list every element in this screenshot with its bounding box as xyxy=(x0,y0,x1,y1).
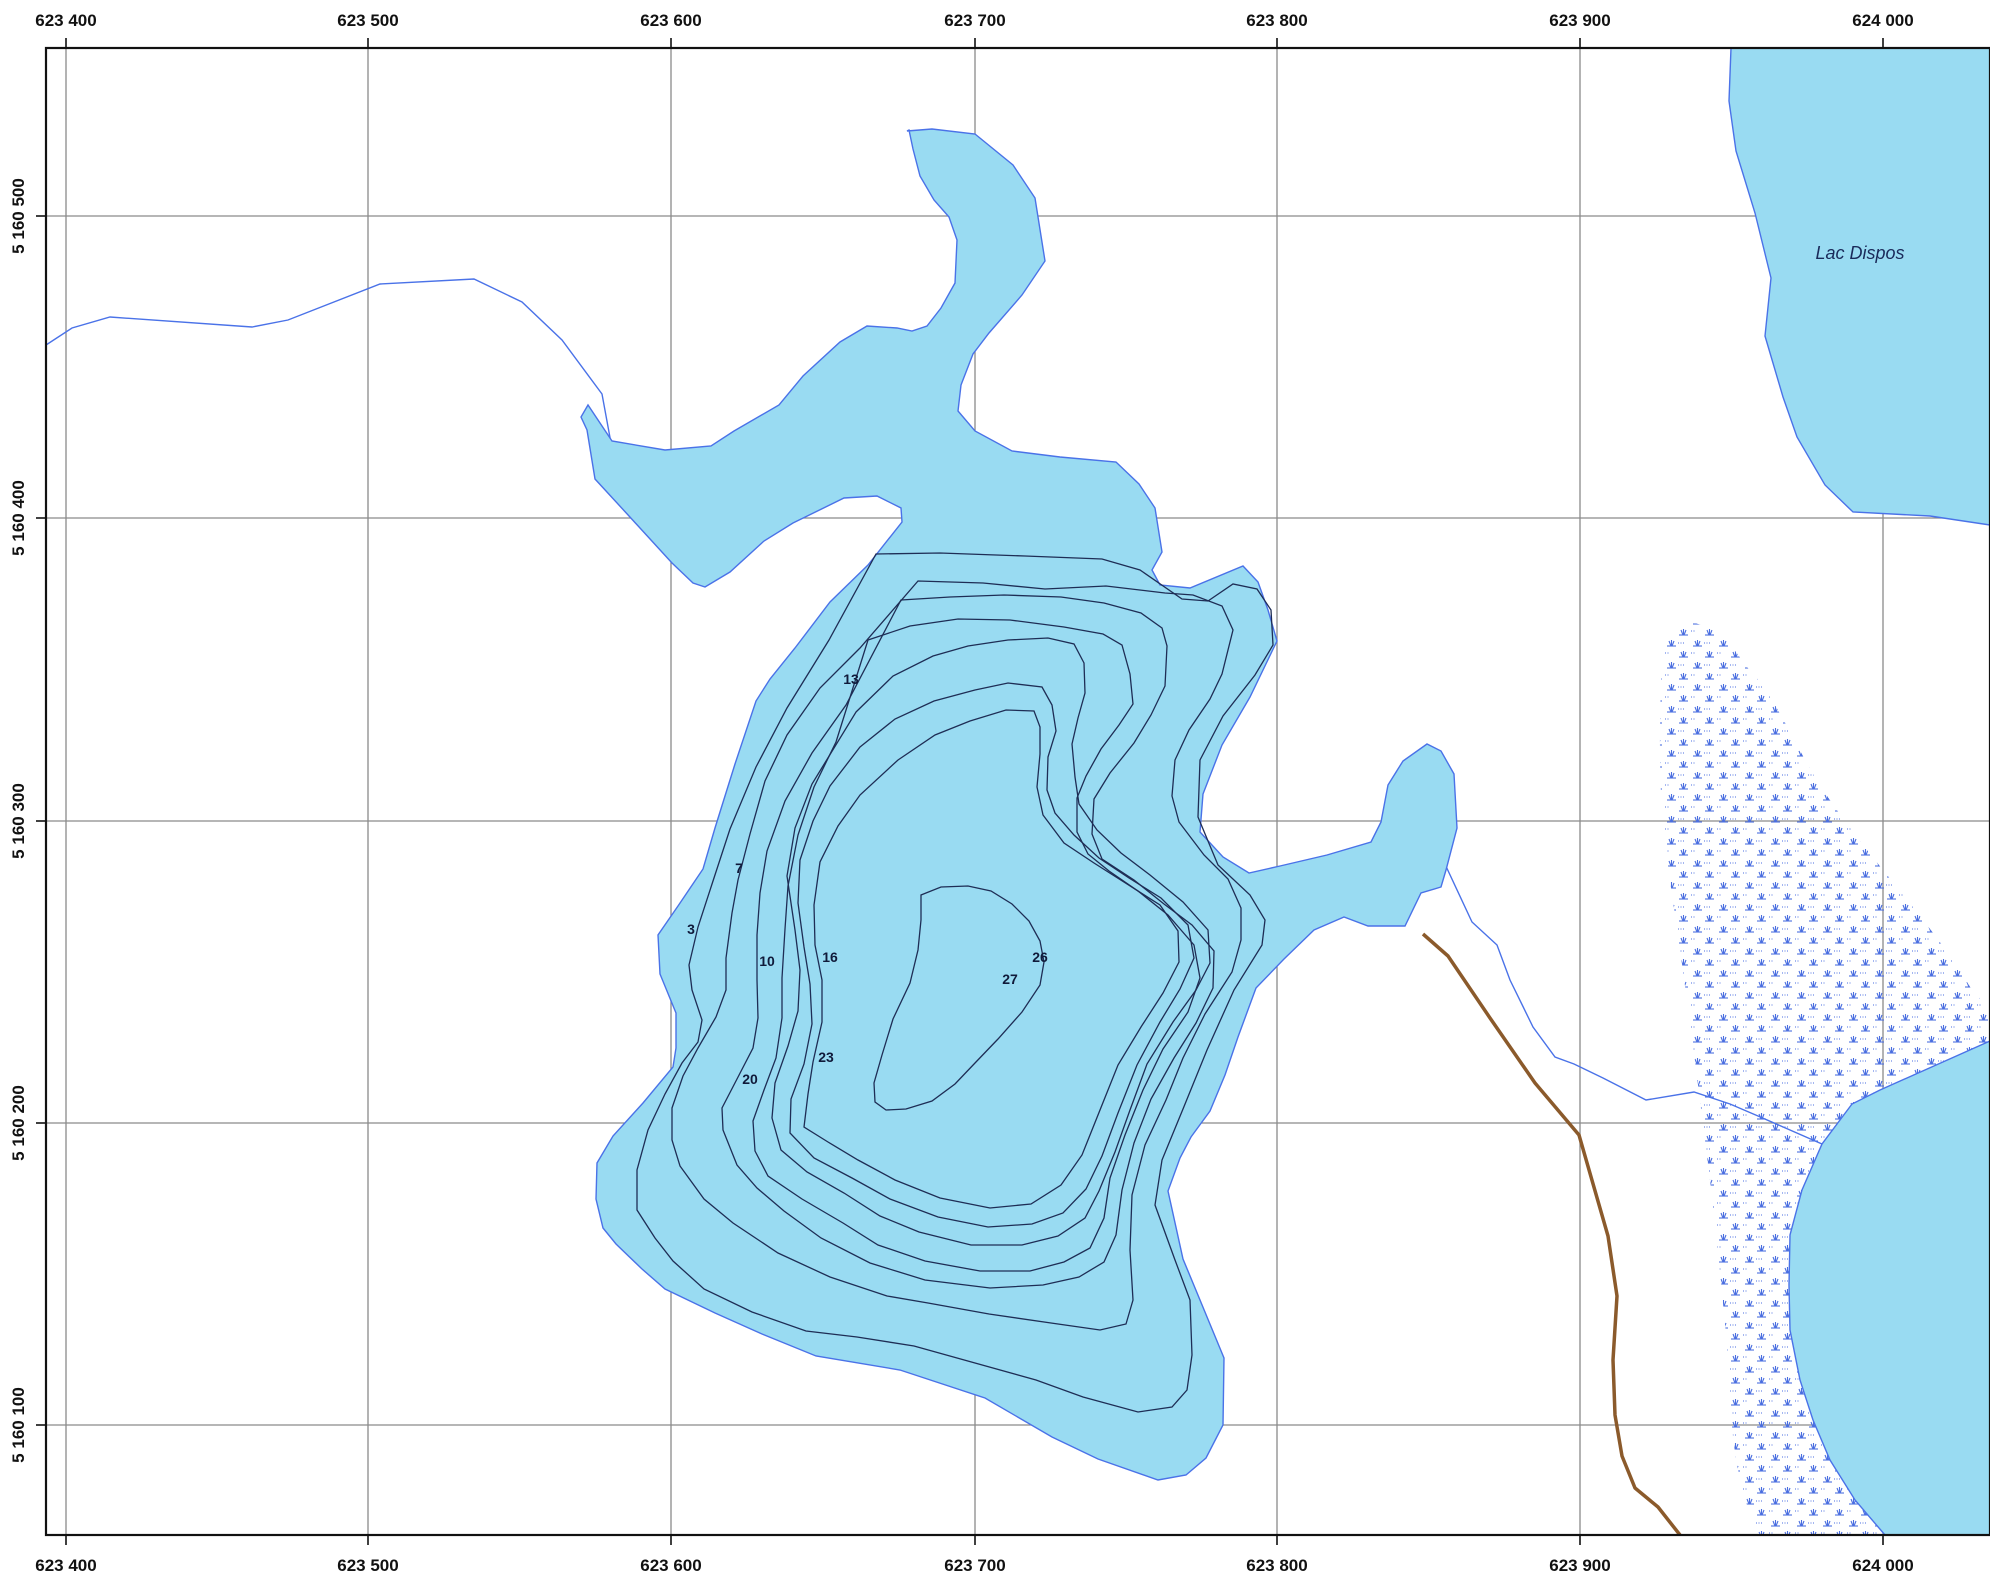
x-tick-label: 623 400 xyxy=(35,1556,96,1575)
trail xyxy=(1421,932,1682,1535)
lake-dispos xyxy=(1728,48,1990,526)
contour-line-3 xyxy=(636,552,1274,1413)
depth-contours xyxy=(636,552,1274,1413)
x-tick-label: 623 700 xyxy=(944,11,1005,30)
y-tick-label: 5 160 500 xyxy=(9,178,28,254)
x-tick-label: 623 800 xyxy=(1246,1556,1307,1575)
contour-line-23 xyxy=(803,709,1180,1209)
x-tick-label: 623 900 xyxy=(1549,1556,1610,1575)
depth-label: 16 xyxy=(822,949,838,965)
x-tick-label: 623 400 xyxy=(35,11,96,30)
y-axis-labels: 5 160 500 5 160 400 5 160 300 5 160 200 … xyxy=(9,178,28,1463)
stream xyxy=(1443,861,1823,1145)
contour-line-26 xyxy=(873,885,1045,1111)
x-tick-label: 623 600 xyxy=(640,1556,701,1575)
x-tick-label: 623 600 xyxy=(640,11,701,30)
depth-label: 23 xyxy=(818,1049,834,1065)
depth-label: 7 xyxy=(735,860,743,876)
y-tick-label: 5 160 400 xyxy=(9,480,28,556)
x-tick-label: 624 000 xyxy=(1852,1556,1913,1575)
y-tick-label: 5 160 300 xyxy=(9,783,28,859)
depth-label: 27 xyxy=(1002,971,1018,987)
lake-name-label: Lac Dispos xyxy=(1815,243,1904,263)
x-tick-label: 623 700 xyxy=(944,1556,1005,1575)
x-axis-labels-bottom: 623 400 623 500 623 600 623 700 623 800 … xyxy=(35,1556,1913,1575)
map-frame xyxy=(44,46,1990,1537)
depth-label: 26 xyxy=(1032,949,1048,965)
depth-label: 13 xyxy=(843,671,859,687)
depth-label: 10 xyxy=(759,953,775,969)
stream xyxy=(46,278,612,444)
lake-main xyxy=(580,128,1458,1481)
contour-line-7 xyxy=(671,580,1242,1331)
depth-labels: 3 7 10 13 16 20 23 26 27 xyxy=(687,671,1048,1087)
y-tick-label: 5 160 100 xyxy=(9,1387,28,1463)
x-axis-labels-top: 623 400 623 500 623 600 623 700 623 800 … xyxy=(35,11,1913,30)
y-tick-label: 5 160 200 xyxy=(9,1085,28,1161)
x-tick-label: 623 500 xyxy=(337,1556,398,1575)
contour-line-20 xyxy=(789,682,1195,1228)
x-tick-label: 623 500 xyxy=(337,11,398,30)
depth-label: 3 xyxy=(687,921,695,937)
depth-label: 20 xyxy=(742,1071,758,1087)
x-tick-label: 624 000 xyxy=(1852,11,1913,30)
x-tick-label: 623 800 xyxy=(1246,11,1307,30)
x-tick-label: 623 900 xyxy=(1549,11,1610,30)
lake-southeast xyxy=(1788,1040,1990,1535)
contour-line-16 xyxy=(771,637,1211,1246)
contour-line-10 xyxy=(721,594,1215,1289)
tick-marks xyxy=(36,38,1884,1545)
contour-line-13 xyxy=(752,618,1201,1272)
